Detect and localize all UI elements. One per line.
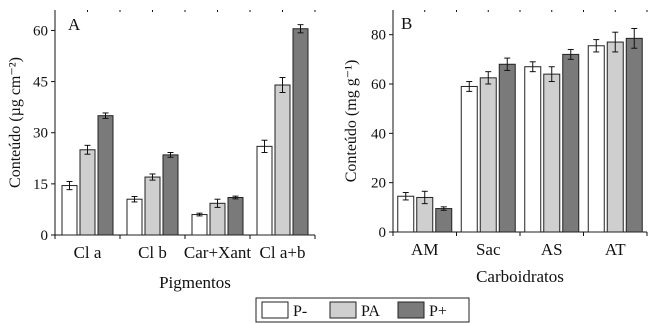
y-tick-label: 80 — [371, 28, 386, 44]
bar-cl-a-b-p — [256, 145, 273, 236]
y-tick-label: 0 — [41, 228, 49, 244]
bar-at-p — [625, 37, 643, 233]
bar-cl-b-p — [126, 198, 143, 236]
legend-swatch-p — [397, 301, 425, 319]
x-tick-label-as: AS — [541, 240, 563, 259]
x-tick-label-car-xant: Car+Xant — [184, 243, 251, 262]
legend-label-p: P+ — [429, 303, 447, 320]
bar-am-p — [435, 208, 453, 233]
y-tick-label: 0 — [379, 225, 387, 241]
bar-sac-pa — [479, 77, 497, 233]
bar-car-xant-pa — [209, 202, 226, 236]
x-tick-label-cl-a-b: Cl a+b — [260, 243, 306, 262]
y-axis-label: Conteúdo (µg cm⁻²) — [7, 57, 24, 188]
x-tick-label-sac: Sac — [476, 240, 501, 259]
bar-car-xant-p — [191, 214, 208, 236]
panel-label: B — [401, 14, 412, 33]
bar-cl-b-pa — [144, 176, 161, 236]
legend-swatch-p — [261, 301, 289, 319]
y-axis-label: Conteúdo (mg g⁻¹) — [343, 60, 360, 183]
chart-panel-a: 0 15 30 45 60 Cl a Cl b Car+Xant Cl a+b A Pigmento… — [7, 10, 316, 292]
bar-cl-a-b-p — [292, 28, 309, 236]
bar-as-p — [524, 66, 542, 233]
x-tick-label-cl-b: Cl b — [138, 243, 167, 262]
y-tick-label: 60 — [371, 77, 386, 93]
y-tick-label: 30 — [33, 126, 48, 142]
x-axis-label: Carboidratos — [476, 267, 564, 286]
y-tick-label: 15 — [33, 177, 48, 193]
bar-am-p — [397, 195, 415, 233]
legend-box — [255, 297, 470, 323]
legend-label-p: P- — [293, 303, 307, 320]
y-tick-label: 20 — [371, 176, 386, 192]
x-tick-label-cl-a: Cl a — [74, 243, 102, 262]
bar-sac-p — [460, 85, 478, 233]
bar-cl-a-p — [61, 185, 78, 236]
bar-cl-b-p — [162, 154, 179, 236]
bar-car-xant-p — [227, 197, 244, 236]
bar-sac-p — [498, 63, 516, 233]
bar-cl-a-b-pa — [274, 84, 291, 236]
bar-at-p — [587, 45, 605, 233]
legend-swatch-pa — [329, 301, 357, 319]
panel-label: A — [68, 15, 81, 34]
bar-as-pa — [543, 73, 561, 233]
y-tick-label: 40 — [371, 126, 386, 142]
bar-as-p — [562, 53, 580, 233]
bar-cl-a-p — [97, 115, 114, 236]
chart-panel-b: 0 20 40 60 80 AM Sac AS AT B Carboidratos Conteúdo … — [343, 10, 648, 286]
x-tick-label-at: AT — [605, 240, 626, 259]
bar-at-pa — [606, 41, 624, 233]
x-axis-label: Pigmentos — [159, 273, 231, 292]
bar-cl-a-pa — [79, 149, 96, 236]
y-tick-label: 45 — [33, 75, 48, 91]
x-tick-label-am: AM — [411, 240, 438, 259]
y-tick-label: 60 — [33, 23, 48, 39]
legend-label-pa: PA — [361, 303, 380, 320]
legend: P- PA P+ — [255, 297, 470, 323]
